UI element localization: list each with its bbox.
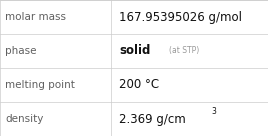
Text: (at STP): (at STP) [169,47,199,55]
Text: phase: phase [5,46,37,56]
Text: solid: solid [119,44,151,58]
Text: density: density [5,114,44,124]
Text: 3: 3 [212,107,217,116]
Text: 2.369 g/cm: 2.369 g/cm [119,112,186,126]
Text: melting point: melting point [5,80,75,90]
Text: molar mass: molar mass [5,12,66,22]
Text: 200 °C: 200 °C [119,78,159,92]
Text: 167.95395026 g/mol: 167.95395026 g/mol [119,10,242,24]
